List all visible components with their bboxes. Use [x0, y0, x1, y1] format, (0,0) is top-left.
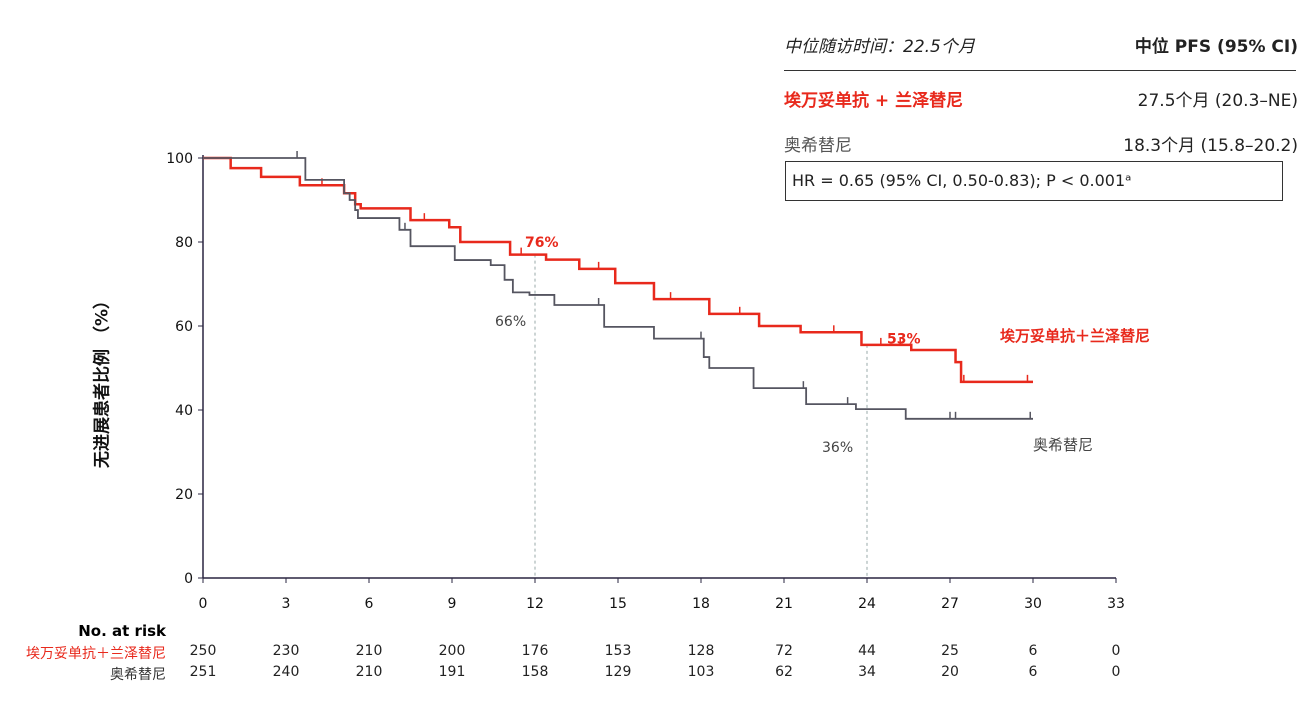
x-tick-label: 21	[775, 596, 793, 612]
legend-value-combo: 27.5个月 (20.3–NE)	[1137, 91, 1298, 111]
risk-cell: 20	[941, 664, 959, 680]
y-tick-label: 20	[175, 487, 193, 503]
risk-cell: 153	[604, 643, 632, 659]
y-tick-label: 80	[175, 235, 193, 251]
risk-cell: 240	[272, 664, 300, 680]
legend-name-osimertinib: 奥希替尼	[784, 136, 852, 156]
risk-cell: 103	[687, 664, 715, 680]
risk-cell: 6	[1028, 643, 1038, 659]
risk-cell: 210	[355, 664, 383, 680]
x-tick-label: 27	[941, 596, 959, 612]
x-tick-label: 24	[858, 596, 876, 612]
risk-cell: 129	[604, 664, 632, 680]
series-label-osimertinib: 奥希替尼	[1033, 436, 1093, 454]
risk-cell: 0	[1111, 664, 1121, 680]
risk-cell: 6	[1028, 664, 1038, 680]
risk-cell: 176	[521, 643, 549, 659]
risk-cell: 72	[775, 643, 793, 659]
risk-cell: 158	[521, 664, 549, 680]
risk-row-label-combo: 埃万妥单抗＋兰泽替尼	[26, 646, 166, 662]
series-label-combo: 埃万妥单抗＋兰泽替尼	[1000, 327, 1150, 345]
annotation-label: 66%	[495, 314, 526, 330]
risk-cell: 44	[858, 643, 876, 659]
risk-cell: 200	[438, 643, 466, 659]
risk-cell: 25	[941, 643, 959, 659]
hr-text: HR = 0.65 (95% CI, 0.50-0.83); P < 0.001…	[792, 171, 1132, 190]
risk-table-title: No. at risk	[78, 622, 166, 640]
y-tick-label: 100	[166, 151, 193, 167]
x-tick-label: 15	[609, 596, 627, 612]
risk-cell: 0	[1111, 643, 1121, 659]
y-tick-label: 40	[175, 403, 193, 419]
x-tick-label: 0	[199, 596, 208, 612]
risk-cell: 191	[438, 664, 466, 680]
annotation-label: 53%	[887, 331, 921, 347]
risk-cell: 251	[189, 664, 217, 680]
y-axis-label: 无进展患者比例 （%）	[92, 292, 113, 468]
risk-cell: 128	[687, 643, 715, 659]
risk-cell: 34	[858, 664, 876, 680]
x-tick-label: 9	[448, 596, 457, 612]
risk-cell: 210	[355, 643, 383, 659]
x-tick-label: 3	[282, 596, 291, 612]
x-tick-label: 6	[365, 596, 374, 612]
legend-header: 中位 PFS (95% CI)	[1134, 37, 1298, 57]
risk-cell: 250	[189, 643, 217, 659]
km-curve-1	[203, 157, 1033, 420]
legend-divider	[784, 70, 1296, 71]
x-tick-label: 33	[1107, 596, 1125, 612]
risk-cell: 62	[775, 664, 793, 680]
followup-text: 中位随访时间：22.5个月	[784, 37, 975, 57]
annotation-label: 76%	[525, 235, 559, 251]
y-tick-label: 60	[175, 319, 193, 335]
x-tick-label: 12	[526, 596, 544, 612]
y-tick-label: 0	[184, 571, 193, 587]
legend-value-osimertinib: 18.3个月 (15.8–20.2)	[1123, 136, 1298, 156]
risk-row-label-osimertinib: 奥希替尼	[110, 667, 166, 683]
legend-name-combo: 埃万妥单抗 + 兰泽替尼	[784, 91, 964, 111]
risk-cell: 230	[272, 643, 300, 659]
x-tick-label: 18	[692, 596, 710, 612]
annotation-label: 36%	[822, 440, 853, 456]
hr-box: HR = 0.65 (95% CI, 0.50-0.83); P < 0.001…	[785, 161, 1283, 201]
x-tick-label: 30	[1024, 596, 1042, 612]
